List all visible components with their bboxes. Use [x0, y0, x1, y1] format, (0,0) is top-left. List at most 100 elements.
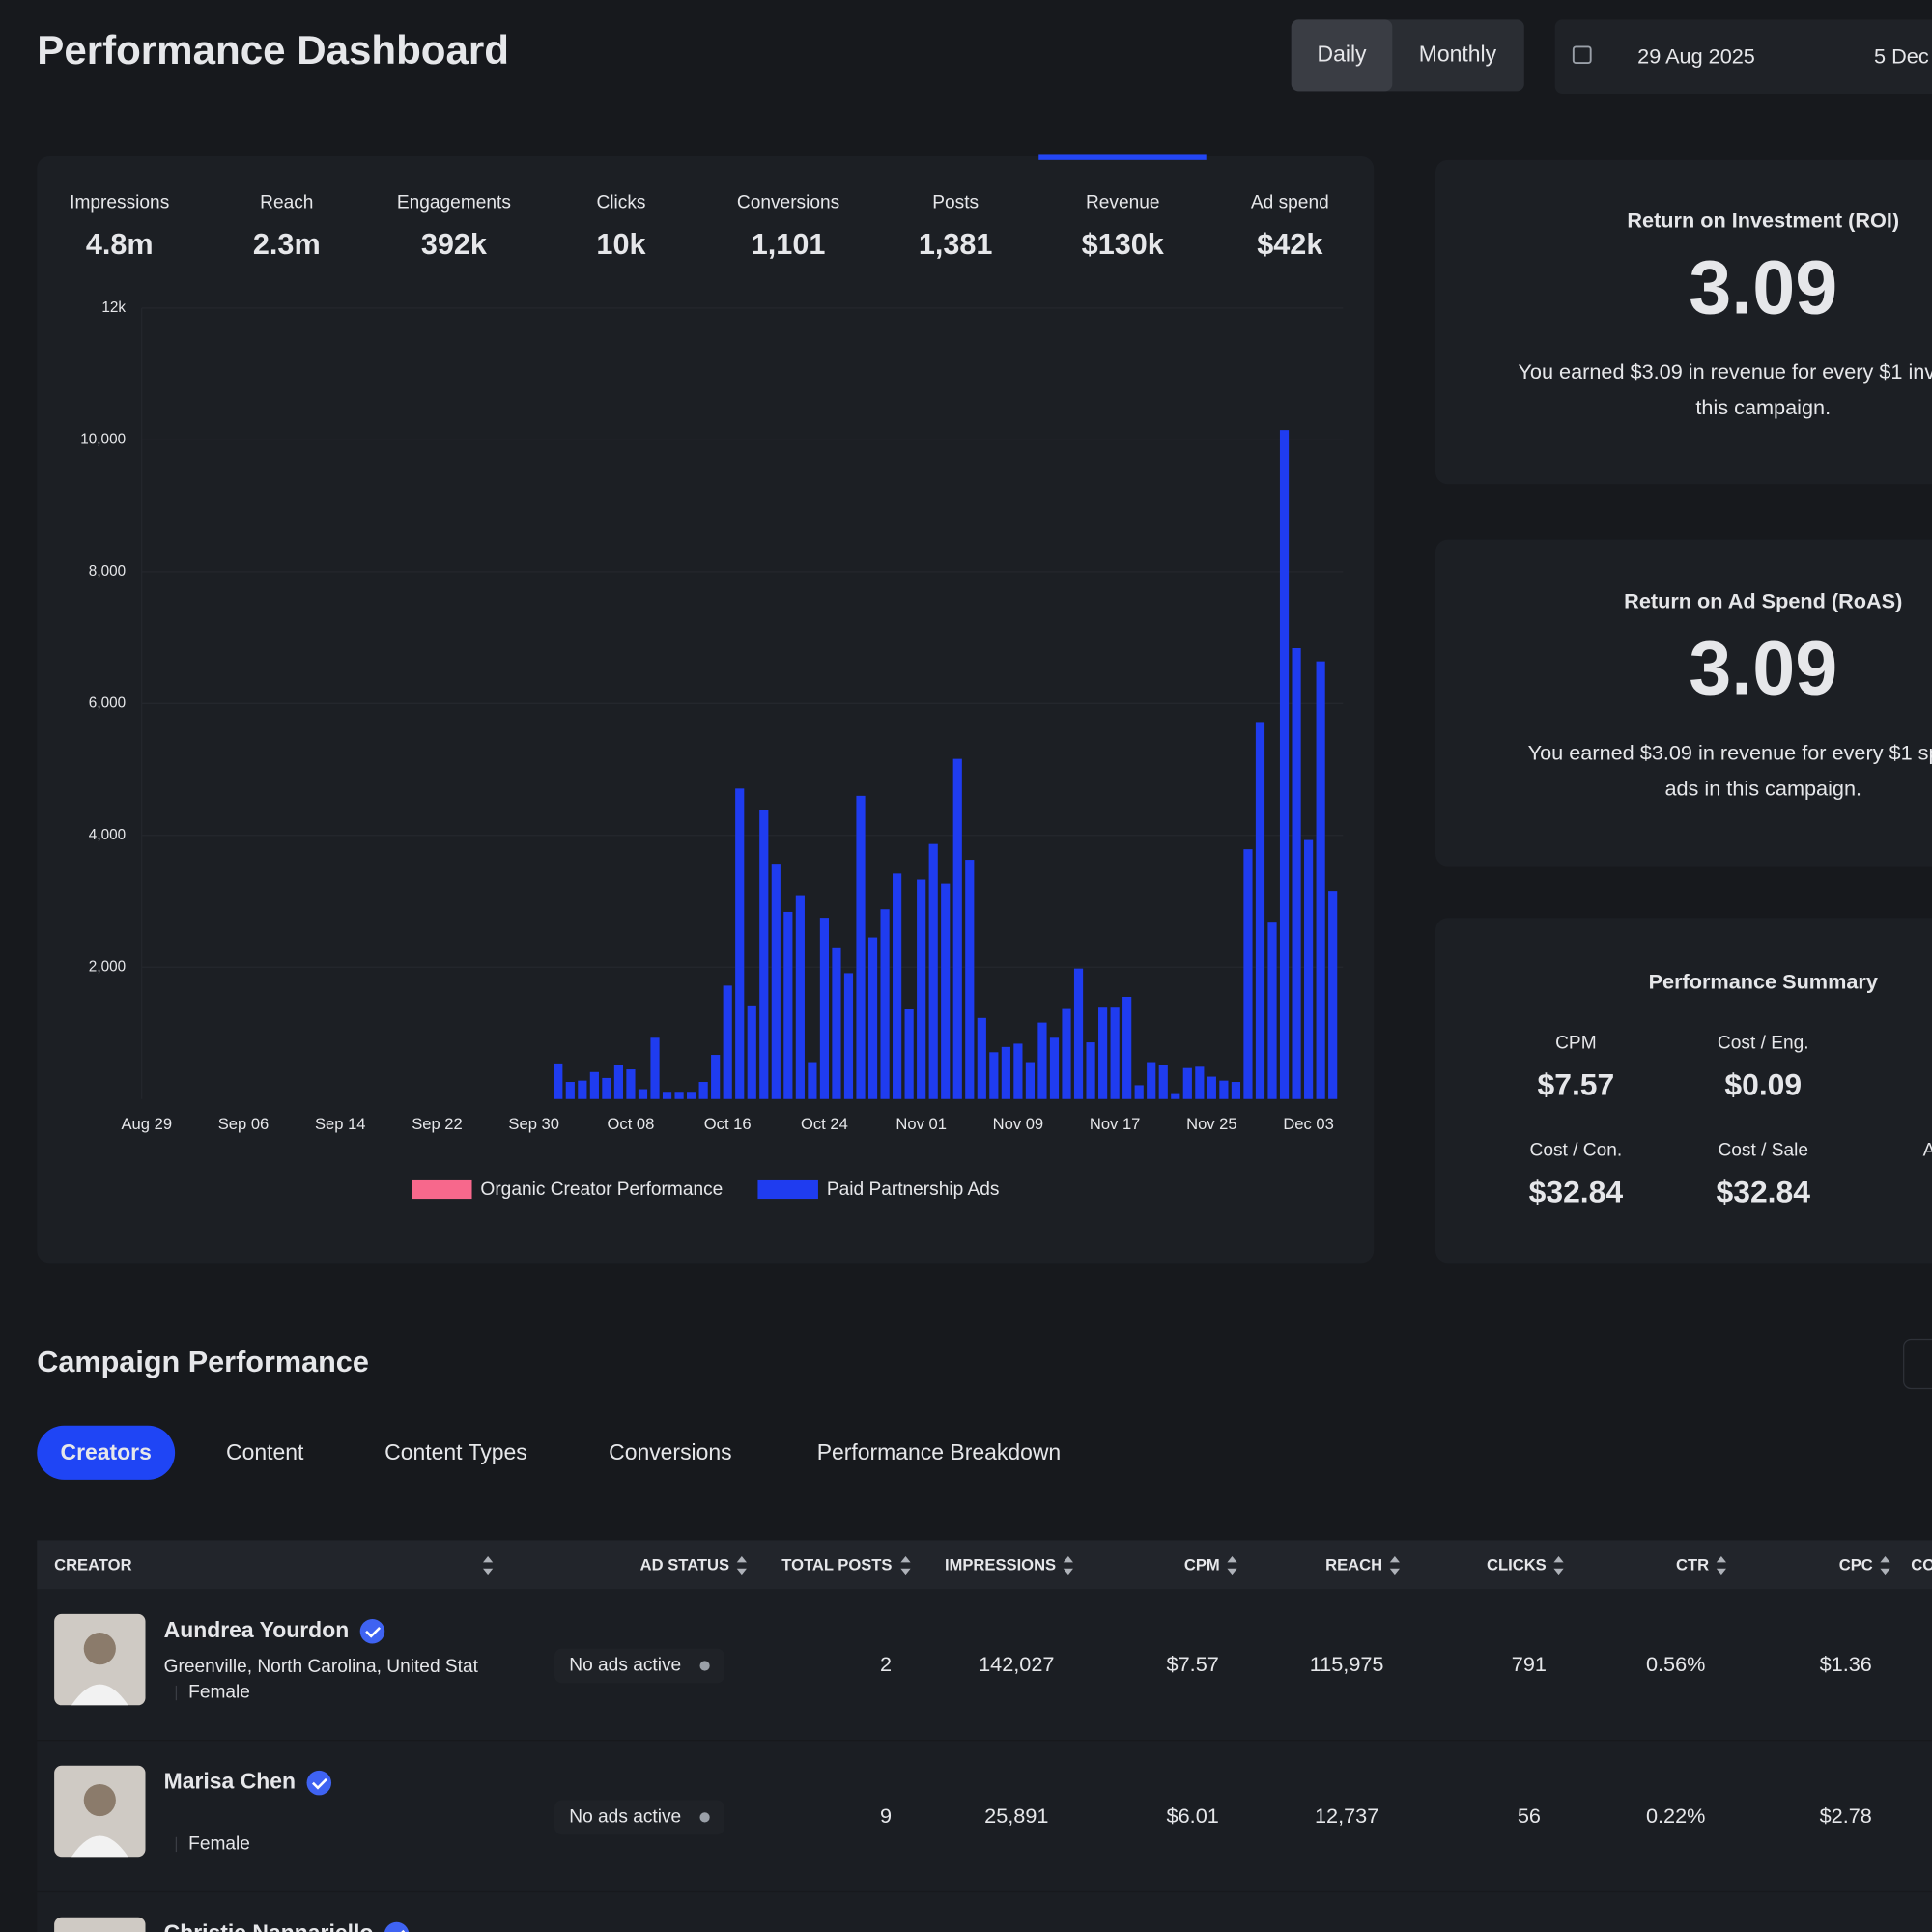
metric-label[interactable]: Conversions — [737, 193, 839, 213]
metric-value[interactable]: $42k — [1257, 228, 1323, 261]
metric-value[interactable]: $130k — [1082, 228, 1165, 261]
bar — [1013, 1043, 1023, 1099]
x-tick-label: Nov 17 — [1090, 1115, 1141, 1133]
sort-icon[interactable] — [736, 1555, 747, 1576]
bar — [928, 843, 938, 1099]
bar — [1147, 1062, 1156, 1099]
metric-value[interactable]: 392k — [421, 228, 488, 261]
calendar-icon — [1572, 45, 1592, 65]
toggle-daily[interactable]: Daily — [1318, 41, 1368, 66]
date-end[interactable]: 5 Dec — [1874, 44, 1929, 69]
verified-badge — [306, 1770, 332, 1796]
bar — [771, 864, 781, 1099]
x-tick-label: Nov 25 — [1186, 1115, 1237, 1133]
creator-gender: Female — [188, 1683, 250, 1703]
legend-swatch[interactable] — [412, 1179, 472, 1200]
column-header[interactable]: CLICKS — [1487, 1556, 1547, 1575]
tab[interactable]: Creators — [61, 1439, 152, 1464]
column-header[interactable]: REACH — [1325, 1556, 1382, 1575]
metric-value[interactable]: 10k — [596, 228, 646, 261]
x-tick-label: Aug 29 — [122, 1115, 173, 1133]
tab[interactable]: Content — [226, 1439, 304, 1464]
y-tick-label: 12k — [101, 299, 126, 316]
date-picker[interactable] — [1554, 19, 1932, 94]
metric-value[interactable]: 2.3m — [253, 228, 321, 261]
sort-icon[interactable] — [483, 1555, 494, 1576]
metric-label[interactable]: Impressions — [70, 193, 169, 213]
metric-label[interactable]: Revenue — [1086, 193, 1160, 213]
sort-icon[interactable] — [1716, 1555, 1726, 1576]
metric-value[interactable]: 4.8m — [86, 228, 154, 261]
y-tick-label: 8,000 — [89, 563, 126, 580]
bar — [759, 810, 769, 1099]
column-header[interactable]: CTR — [1676, 1556, 1709, 1575]
bar — [674, 1092, 684, 1099]
avatar-figure — [71, 1835, 128, 1858]
cell: 2 — [880, 1652, 892, 1676]
cell: $7.57 — [1167, 1652, 1219, 1676]
date-start[interactable]: 29 Aug 2025 — [1637, 44, 1755, 69]
y-tick-label: 10,000 — [80, 431, 126, 447]
bar — [1134, 1085, 1144, 1099]
tab[interactable]: Performance Breakdown — [817, 1439, 1061, 1464]
bar — [662, 1092, 672, 1099]
verified-badge — [384, 1921, 410, 1932]
column-header[interactable]: CPM — [1184, 1556, 1220, 1575]
column-header[interactable]: IMPRESSIONS — [945, 1556, 1056, 1575]
sort-icon[interactable] — [1880, 1555, 1890, 1576]
bar — [1255, 722, 1265, 1099]
metric-value[interactable]: 1,381 — [919, 228, 993, 261]
bar — [565, 1082, 575, 1099]
toggle-active[interactable] — [1291, 19, 1393, 92]
creator-name[interactable]: Christie Nannariello — [164, 1920, 374, 1932]
bar — [1195, 1066, 1205, 1099]
avatar-figure — [83, 1633, 116, 1665]
cell: 142,027 — [979, 1652, 1054, 1676]
column-header[interactable]: TOTAL POSTS — [781, 1556, 892, 1575]
bar — [1073, 968, 1084, 1099]
column-header[interactable]: AD STATUS — [640, 1556, 729, 1575]
tab-active[interactable] — [37, 1425, 176, 1480]
bar — [735, 788, 745, 1099]
bar — [1182, 1067, 1192, 1099]
bar — [977, 1017, 986, 1099]
roas-text: ads in this campaign. — [1664, 776, 1861, 800]
legend-label[interactable]: Paid Partnership Ads — [827, 1179, 1000, 1200]
metric-label[interactable]: Clicks — [596, 193, 645, 213]
section-title: Campaign Performance — [37, 1346, 369, 1378]
bar — [1316, 661, 1325, 1099]
sort-icon[interactable] — [1389, 1555, 1400, 1576]
column-header[interactable]: CPC — [1839, 1556, 1873, 1575]
x-tick-label: Sep 30 — [508, 1115, 559, 1133]
verified-badge — [359, 1619, 385, 1644]
toggle-monthly[interactable]: Monthly — [1419, 41, 1497, 66]
column-header[interactable]: CREATOR — [54, 1556, 131, 1575]
creator-name[interactable]: Aundrea Yourdon — [164, 1617, 350, 1642]
tab[interactable]: Conversions — [609, 1439, 731, 1464]
sort-icon[interactable] — [1227, 1555, 1237, 1576]
metric-label[interactable]: Ad spend — [1251, 193, 1329, 213]
metric-label[interactable]: Engagements — [397, 193, 511, 213]
summary-value: $32.84 — [1529, 1174, 1624, 1208]
bar — [1304, 839, 1314, 1099]
sort-icon[interactable] — [900, 1555, 911, 1576]
metric-label[interactable]: Posts — [932, 193, 979, 213]
chart-card — [37, 156, 1375, 1264]
metric-label[interactable]: Reach — [260, 193, 313, 213]
creator-name[interactable]: Marisa Chen — [164, 1769, 296, 1794]
bar — [952, 758, 962, 1099]
metric-value[interactable]: 1,101 — [752, 228, 826, 261]
table-row — [37, 1892, 1932, 1932]
column-header[interactable]: CO — [1911, 1556, 1932, 1575]
sort-icon[interactable] — [1063, 1555, 1073, 1576]
tab[interactable]: Content Types — [384, 1439, 527, 1464]
legend-swatch[interactable] — [757, 1179, 818, 1200]
roi-value: 3.09 — [1689, 243, 1837, 329]
x-tick-label: Nov 09 — [993, 1115, 1044, 1133]
legend-label[interactable]: Organic Creator Performance — [480, 1179, 723, 1200]
bar — [638, 1089, 648, 1099]
section-button[interactable] — [1903, 1338, 1932, 1390]
sort-icon[interactable] — [1553, 1555, 1564, 1576]
y-tick-label: 2,000 — [89, 958, 126, 975]
